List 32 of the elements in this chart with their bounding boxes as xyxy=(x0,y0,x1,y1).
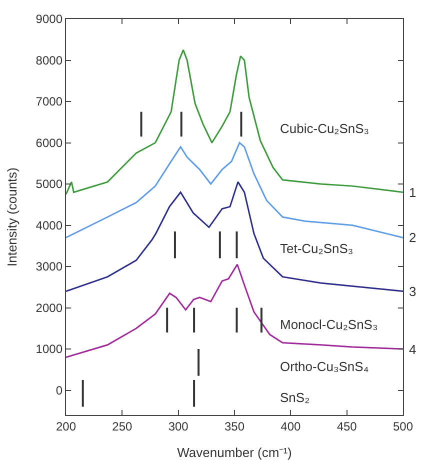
x-tick-label: 250 xyxy=(112,420,132,434)
y-tick-label: 1000 xyxy=(36,342,63,356)
y-tick-label: 8000 xyxy=(36,53,63,68)
series-label: 2 xyxy=(409,230,416,245)
annotation: Ortho-Cu₃SnS₄ xyxy=(280,359,369,374)
y-tick-label: 6000 xyxy=(36,136,63,150)
x-tick-label: 500 xyxy=(392,420,414,434)
line-series xyxy=(66,49,403,196)
annotation: Monocl-Cu₂SnS₃ xyxy=(280,317,378,332)
y-tick-label: 4000 xyxy=(36,218,63,232)
annotation: SnS₂ xyxy=(280,390,310,405)
series-label: 4 xyxy=(409,342,416,357)
x-tick-label: 350 xyxy=(224,420,245,434)
series-label: 1 xyxy=(409,185,416,200)
line-series xyxy=(66,142,403,238)
y-tick-label: 7000 xyxy=(36,94,63,109)
x-tick-label: 450 xyxy=(336,420,358,434)
x-tick-label: 300 xyxy=(168,420,189,434)
y-tick-label: 5000 xyxy=(36,177,63,192)
x-axis-title: Wavenumber (cm⁻¹) xyxy=(177,445,292,460)
x-tick-label: 400 xyxy=(280,420,301,434)
line-series xyxy=(66,181,403,292)
annotation: Cubic-Cu₂SnS₃ xyxy=(280,121,370,136)
y-tick-label: 9000 xyxy=(36,12,63,26)
x-tick-label: 200 xyxy=(56,420,76,434)
y-tick-label: 3000 xyxy=(36,260,63,274)
y-axis-title: Intensity (counts) xyxy=(4,168,20,266)
series-label: 3 xyxy=(409,284,416,299)
y-tick-label: 0 xyxy=(56,383,63,398)
annotation: Tet-Cu₂SnS₃ xyxy=(280,241,354,256)
y-tick-label: 2000 xyxy=(36,300,63,315)
line-series xyxy=(66,264,403,358)
